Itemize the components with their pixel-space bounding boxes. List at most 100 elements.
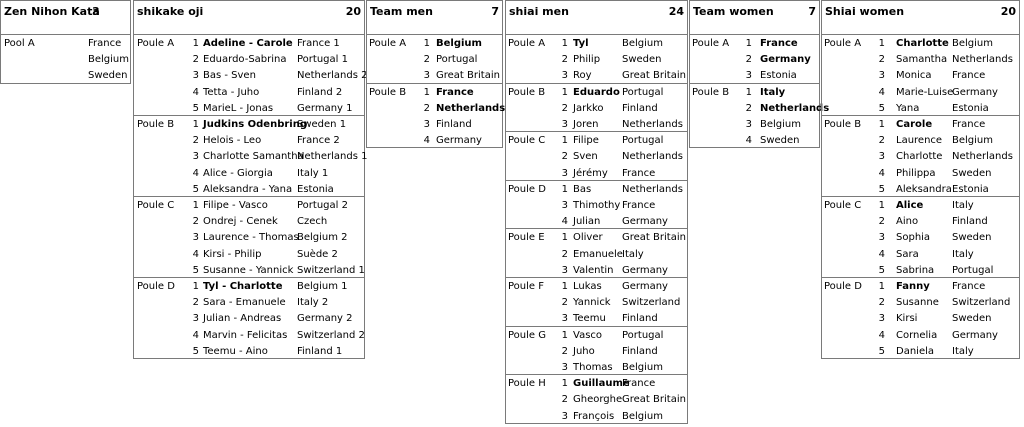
competitor: Julian: [573, 216, 601, 228]
rank: 5: [192, 102, 199, 114]
competitor: Eduardo-Sabrina: [203, 54, 287, 66]
rank: 4: [878, 248, 885, 260]
competitor: Filipe: [573, 135, 599, 147]
competitor: Charlotte: [896, 38, 949, 49]
competitor: Helois - Leo: [203, 135, 262, 147]
country: Italy: [622, 248, 644, 260]
competitor: Philip: [573, 54, 601, 66]
country: Germany: [622, 264, 668, 276]
competitor: Netherlands: [760, 102, 830, 114]
rank: 3: [192, 313, 199, 325]
section-count: 7: [491, 5, 499, 18]
rank: 1: [561, 378, 568, 390]
rank: 3: [561, 167, 568, 179]
rank: 4: [192, 248, 199, 260]
rank: 1: [878, 200, 885, 211]
competitor: Cornelia: [896, 329, 938, 341]
rank: 4: [192, 86, 199, 98]
country: Netherlands 2: [297, 70, 368, 82]
rank: 1: [561, 232, 568, 244]
competitor: François: [573, 410, 615, 422]
rank: 2: [192, 54, 199, 66]
pool-name: Poule A: [692, 38, 730, 49]
country: Germany: [952, 329, 998, 341]
country: Sweden: [88, 70, 128, 82]
pool-name: Poule C: [137, 200, 175, 211]
rank: 1: [192, 200, 199, 211]
competitor: Yana: [896, 102, 920, 114]
competitor: Aleksandra: [896, 183, 952, 195]
section-title: Shiai women: [825, 5, 905, 18]
competitor: Judkins Odenbring: [203, 119, 307, 130]
rank: 3: [561, 200, 568, 211]
country: Germany: [622, 281, 668, 292]
country: Netherlands: [952, 54, 1013, 66]
country: Switzerland 1: [297, 264, 365, 276]
competitor: Marie-Luise: [896, 86, 954, 98]
section-title: shiai men: [509, 5, 569, 18]
rank: 1: [561, 38, 568, 49]
country: Belgium: [952, 135, 993, 147]
rank: 3: [192, 151, 199, 163]
rank: 2: [561, 297, 568, 309]
rank: 1: [745, 38, 752, 49]
country: France: [952, 70, 986, 82]
rank: 1: [423, 86, 430, 98]
rank: 5: [192, 345, 199, 357]
pool-name: Poule A: [824, 38, 862, 49]
country: Estonia: [297, 183, 334, 195]
country: Finland: [622, 345, 658, 357]
section-count: 7: [808, 5, 816, 18]
rank: 3: [561, 119, 568, 130]
country: Germany: [622, 216, 668, 228]
country: Finland: [622, 313, 658, 325]
country: Italy 2: [297, 297, 329, 309]
pool-name: Poule C: [824, 200, 862, 211]
competitor: Fanny: [896, 281, 930, 292]
competitor: Carole: [896, 119, 933, 130]
competitor: Susanne: [896, 297, 939, 309]
section-title: Team women: [693, 5, 774, 18]
competitor: Laurence - Thomas: [203, 232, 299, 244]
rank: 4: [878, 329, 885, 341]
country: Germany 1: [297, 102, 353, 114]
country: Netherlands: [952, 151, 1013, 163]
competitor: Charlotte: [896, 151, 943, 163]
competitor: Jarkko: [573, 102, 604, 114]
country: France 2: [297, 135, 340, 147]
country: Sweden: [622, 54, 662, 66]
rank: 4: [423, 135, 430, 147]
country: Italy: [952, 248, 974, 260]
competitor: Netherlands: [436, 102, 506, 114]
country: Great Britain: [622, 70, 686, 82]
country: Switzerland: [622, 297, 681, 309]
competitor: Aleksandra - Yana: [203, 183, 293, 195]
competitor: Thomas: [573, 362, 613, 373]
country: Belgium: [952, 38, 993, 49]
competitor: Monica: [896, 70, 932, 82]
country: Estonia: [952, 102, 989, 114]
country: Belgium 1: [297, 281, 348, 292]
competitor: Filipe - Vasco: [203, 200, 268, 211]
competitor: Valentin: [573, 264, 614, 276]
country: Portugal: [952, 264, 994, 276]
rank: 2: [561, 102, 568, 114]
pool-name: Poule D: [508, 183, 546, 195]
rank: 1: [423, 38, 430, 49]
country: Finland 2: [297, 86, 343, 98]
pool-name: Poule B: [369, 86, 407, 98]
pool-name: Pool A: [4, 38, 35, 49]
competitor: Marvin - Felicitas: [203, 329, 288, 341]
competitor: Finland: [436, 119, 472, 130]
competitor: France: [436, 86, 474, 98]
competitor: Sara: [896, 248, 919, 260]
competitor: France: [760, 38, 798, 49]
competitor: Tyl: [573, 38, 589, 49]
rank: 1: [561, 86, 568, 98]
rank: 1: [192, 38, 199, 49]
pool-name: Poule B: [508, 86, 546, 98]
rank: 2: [878, 135, 885, 147]
country: France: [952, 119, 986, 130]
country: Belgium: [622, 410, 663, 422]
competitor: Yannick: [573, 297, 611, 309]
